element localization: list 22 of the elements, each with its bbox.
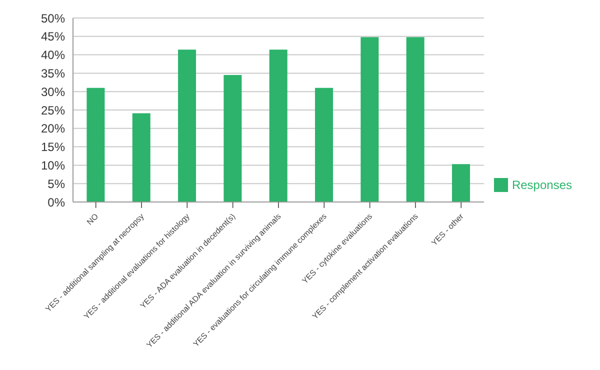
- y-tick-label: 25%: [40, 103, 66, 118]
- bar: [86, 88, 105, 202]
- bar: [269, 50, 288, 202]
- legend-label: Responses: [512, 178, 572, 192]
- y-tick-label: 35%: [40, 66, 66, 80]
- bar: [224, 75, 242, 202]
- x-tick-label: NO: [85, 212, 100, 227]
- y-tick-label: 5%: [48, 176, 66, 191]
- bar: [178, 50, 196, 202]
- y-tick-label: 50%: [40, 11, 66, 26]
- y-tick-label: 20%: [40, 122, 66, 136]
- y-tick-label: 30%: [40, 84, 66, 99]
- bar: [406, 37, 424, 202]
- y-tick-label: 15%: [40, 140, 66, 154]
- y-tick-label: 10%: [40, 158, 66, 172]
- bar: [132, 113, 150, 202]
- y-tick-label: 0%: [48, 195, 66, 210]
- bar: [315, 88, 334, 202]
- bar: [360, 37, 379, 202]
- bar: [452, 164, 470, 202]
- y-tick-label: 45%: [40, 30, 66, 44]
- y-tick-label: 40%: [40, 48, 66, 62]
